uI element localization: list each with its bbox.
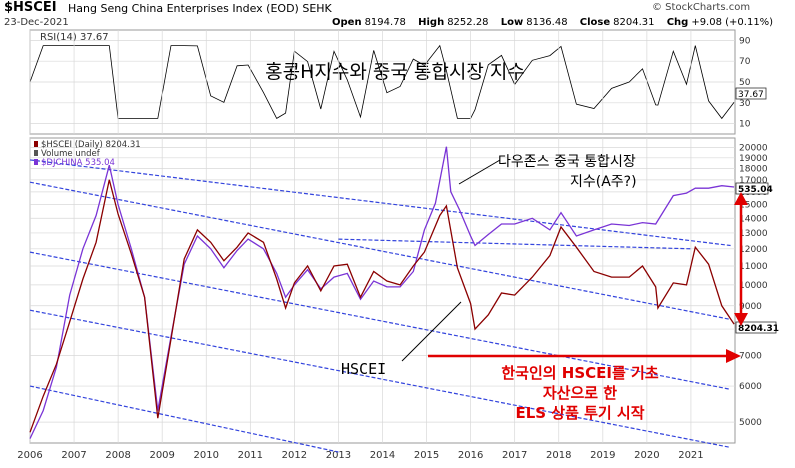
legend-label: $HSCEI (Daily) 8204.31 [41, 140, 141, 150]
chg-value: +9.08 (+0.11%) [691, 17, 774, 28]
x-tick-label: 2013 [326, 450, 351, 461]
x-tick-label: 2008 [105, 450, 130, 461]
chg-label: Chg [666, 17, 689, 28]
low-label: Low [500, 17, 524, 28]
hscei-value-box [735, 321, 777, 334]
djchina-pointer-line [458, 159, 501, 185]
rsi-value-label: 37.67 [738, 90, 764, 100]
price-x-axis: 2006 2007 2008 2009 2010 2011 2012 2013 2014 2015… [17, 450, 703, 461]
x-tick-label: 2018 [546, 450, 571, 461]
rsi-value-box [735, 87, 767, 100]
x-tick-label: 2006 [17, 450, 42, 461]
channel-line [29, 181, 731, 321]
price-tick-label: 9000 [739, 302, 762, 312]
price-tick-label: 5000 [739, 418, 762, 428]
x-tick-label: 2015 [414, 450, 439, 461]
rsi-tick-label: 30 [739, 99, 751, 109]
channel-line [29, 251, 731, 390]
x-tick-label: 2021 [678, 450, 703, 461]
x-tick-label: 2007 [61, 450, 86, 461]
x-tick-label: 2012 [282, 450, 307, 461]
hscei-value-label: 8204.31 [738, 324, 779, 334]
stockcharts-brand: © StockCharts.com [652, 2, 751, 13]
rsi-axis: 10 30 50 70 90 [739, 36, 751, 129]
range-arrow-down-head [734, 313, 748, 326]
legend-swatch [34, 141, 38, 147]
price-tick-label: 17000 [739, 176, 768, 186]
hscei-pointer-line [401, 301, 462, 362]
price-tick-label: 20000 [739, 144, 768, 154]
els-arrow-head [726, 349, 741, 363]
close-value: 8204.31 [613, 17, 655, 28]
price-panel: 5000600070008000900010000110001200013000… [17, 30, 779, 461]
price-tick-label: 14000 [739, 214, 768, 224]
close-label: Close [579, 17, 611, 28]
price-tick-label: 13000 [739, 229, 768, 239]
open-label: Open [332, 17, 362, 28]
low-value: 8136.48 [526, 17, 568, 28]
djchina-value-box [735, 182, 769, 195]
high-label: High [418, 17, 445, 28]
price-tick-label: 10000 [739, 281, 768, 291]
chart-symbol: $HSCEI [4, 0, 57, 15]
channel-lines [29, 159, 731, 453]
legend-label: $DJCHINA 535.04 [41, 158, 115, 168]
ohlc-readout: Open 8194.78 High 8252.28 Low 8136.48 Close… [332, 17, 782, 28]
els-annotation-line2: 자산으로 한 [543, 384, 617, 402]
rsi-line [29, 44, 735, 120]
price-tick-label: 6000 [739, 382, 762, 392]
channel-line [29, 159, 731, 247]
index-name-text: Hang Seng China Enterprises Index (EOD) [68, 2, 299, 15]
price-tick-label: 11000 [739, 262, 768, 272]
legend-swatch [34, 150, 38, 156]
range-arrow-up-head [734, 192, 748, 205]
x-tick-label: 2010 [194, 450, 219, 461]
rsi-annotation-title: 홍콩H지수와 중국 통합시장 지수 [265, 61, 525, 83]
x-tick-label: 2011 [238, 450, 263, 461]
channel-line [29, 385, 339, 453]
x-tick-label: 2009 [149, 450, 174, 461]
price-tick-label: 18000 [739, 165, 768, 175]
chart-index-name: Hang Seng China Enterprises Index (EOD) … [68, 2, 332, 15]
hscei-annotation: HSCEI [341, 360, 386, 378]
exchange-text: SEHK [302, 2, 332, 15]
djchina-annotation-line2: 지수(A주?) [570, 174, 637, 190]
rsi-tick-label: 90 [739, 36, 751, 46]
els-annotation-line3: ELS 상품 투기 시작 [515, 404, 644, 422]
legend-label: Volume undef [41, 149, 101, 159]
chart-date: 23-Dec-2021 [4, 17, 69, 28]
open-value: 8194.78 [364, 17, 406, 28]
channel-line [29, 309, 731, 449]
els-annotation-line1: 한국인의 HSCEI를 기초 [501, 364, 658, 382]
djchina-value-label: 535.04 [738, 185, 773, 195]
price-y-axis: 5000600070008000900010000110001200013000… [739, 144, 768, 428]
price-tick-label: 12000 [739, 245, 768, 255]
rsi-tick-label: 70 [739, 57, 751, 67]
rsi-tick-label: 50 [739, 78, 751, 88]
price-tick-label: 19000 [739, 154, 768, 164]
x-tick-label: 2017 [502, 450, 527, 461]
hscei-series-line [29, 179, 735, 433]
x-tick-label: 2019 [590, 450, 615, 461]
channel-line [338, 238, 691, 250]
x-tick-label: 2020 [634, 450, 659, 461]
x-tick-label: 2014 [370, 450, 395, 461]
high-value: 8252.28 [447, 17, 489, 28]
price-tick-label: 7000 [739, 352, 762, 362]
rsi-tick-label: 10 [739, 120, 751, 130]
legend-swatch [34, 159, 38, 165]
djchina-annotation-line1: 다우존스 중국 통합시장 [498, 154, 636, 170]
price-tick-label: 15000 [739, 201, 768, 211]
x-tick-label: 2016 [458, 450, 483, 461]
